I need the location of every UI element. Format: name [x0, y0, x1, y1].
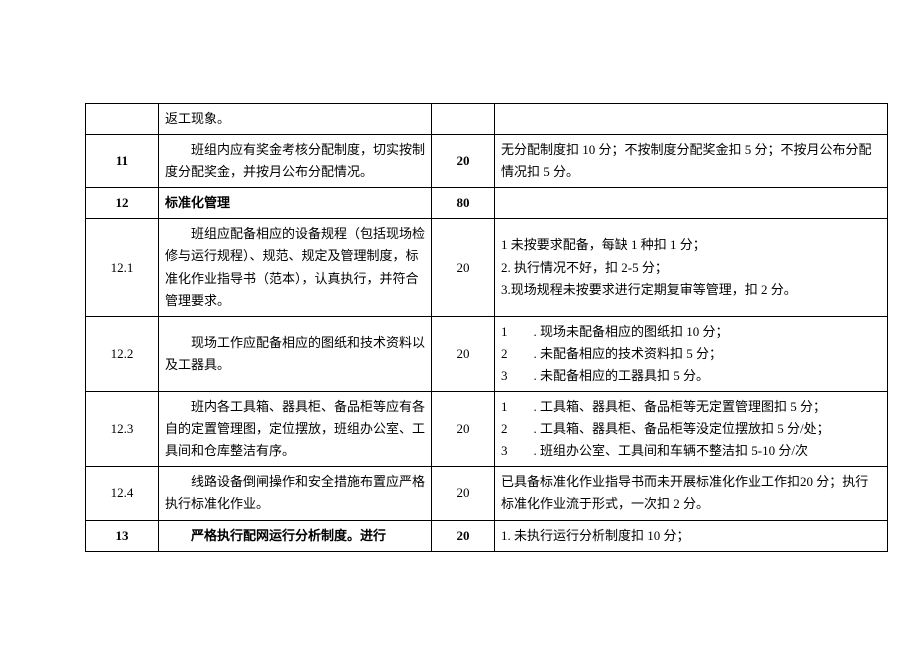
cell-score: 80	[432, 188, 495, 219]
cell-desc: 班内各工具箱、器具柜、备品柜等应有各自的定置管理图，定位摆放，班组办公室、工具间…	[159, 392, 432, 467]
table-row: 12.1班组应配备相应的设备规程（包括现场检修与运行规程）、规范、规定及管理制度…	[86, 219, 888, 316]
cell-desc: 线路设备倒闸操作和安全措施布置应严格执行标准化作业。	[159, 467, 432, 520]
cell-note	[495, 188, 888, 219]
cell-score: 20	[432, 135, 495, 188]
table-row: 12.4线路设备倒闸操作和安全措施布置应严格执行标准化作业。20已具备标准化作业…	[86, 467, 888, 520]
cell-note: 1 . 工具箱、器具柜、备品柜等无定置管理图扣 5 分；2 . 工具箱、器具柜、…	[495, 392, 888, 467]
table-body: 返工现象。11班组内应有奖金考核分配制度，切实按制度分配奖金，并按月公布分配情况…	[86, 104, 888, 552]
cell-score: 20	[432, 316, 495, 391]
cell-num	[86, 104, 159, 135]
cell-desc: 班组内应有奖金考核分配制度，切实按制度分配奖金，并按月公布分配情况。	[159, 135, 432, 188]
table-row: 返工现象。	[86, 104, 888, 135]
cell-score: 20	[432, 467, 495, 520]
cell-note: 1 . 现场未配备相应的图纸扣 10 分；2 . 未配备相应的技术资料扣 5 分…	[495, 316, 888, 391]
cell-num: 12.2	[86, 316, 159, 391]
cell-desc: 严格执行配网运行分析制度。进行	[159, 520, 432, 551]
cell-num: 12.4	[86, 467, 159, 520]
table-row: 11班组内应有奖金考核分配制度，切实按制度分配奖金，并按月公布分配情况。20无分…	[86, 135, 888, 188]
table-row: 12.3班内各工具箱、器具柜、备品柜等应有各自的定置管理图，定位摆放，班组办公室…	[86, 392, 888, 467]
table-row: 12.2现场工作应配备相应的图纸和技术资料以及工器具。201 . 现场未配备相应…	[86, 316, 888, 391]
cell-desc: 返工现象。	[159, 104, 432, 135]
cell-note: 1. 未执行运行分析制度扣 10 分；	[495, 520, 888, 551]
cell-score: 20	[432, 520, 495, 551]
cell-num: 12	[86, 188, 159, 219]
cell-num: 13	[86, 520, 159, 551]
cell-desc: 标准化管理	[159, 188, 432, 219]
cell-note: 1 未按要求配备，每缺 1 种扣 1 分；2. 执行情况不好，扣 2-5 分；3…	[495, 219, 888, 316]
table-row: 13严格执行配网运行分析制度。进行201. 未执行运行分析制度扣 10 分；	[86, 520, 888, 551]
cell-score	[432, 104, 495, 135]
cell-desc: 现场工作应配备相应的图纸和技术资料以及工器具。	[159, 316, 432, 391]
cell-num: 12.1	[86, 219, 159, 316]
document-page: 返工现象。11班组内应有奖金考核分配制度，切实按制度分配奖金，并按月公布分配情况…	[0, 0, 920, 651]
assessment-table: 返工现象。11班组内应有奖金考核分配制度，切实按制度分配奖金，并按月公布分配情况…	[85, 103, 888, 552]
cell-note: 已具备标准化作业指导书而未开展标准化作业工作扣20 分；执行标准化作业流于形式，…	[495, 467, 888, 520]
cell-score: 20	[432, 219, 495, 316]
cell-num: 11	[86, 135, 159, 188]
cell-score: 20	[432, 392, 495, 467]
cell-num: 12.3	[86, 392, 159, 467]
cell-desc: 班组应配备相应的设备规程（包括现场检修与运行规程）、规范、规定及管理制度，标准化…	[159, 219, 432, 316]
table-row: 12标准化管理80	[86, 188, 888, 219]
cell-note: 无分配制度扣 10 分；不按制度分配奖金扣 5 分；不按月公布分配情况扣 5 分…	[495, 135, 888, 188]
cell-note	[495, 104, 888, 135]
